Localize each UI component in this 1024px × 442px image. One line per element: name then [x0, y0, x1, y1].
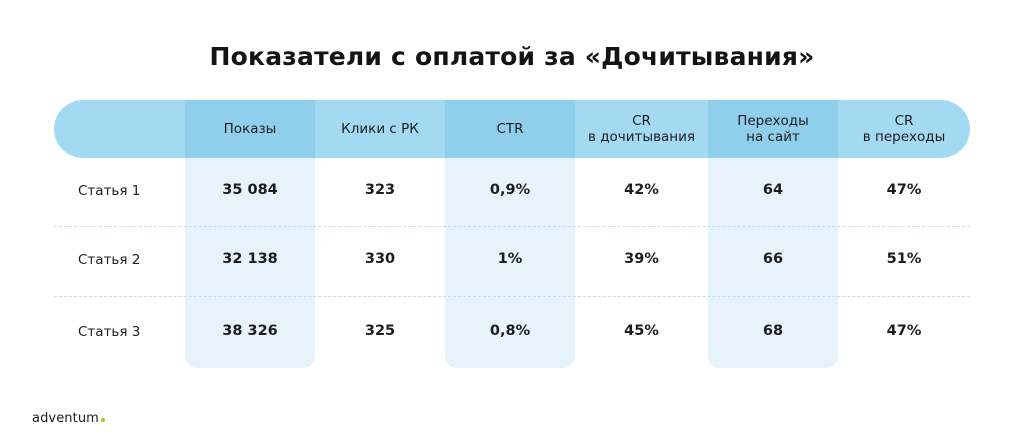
table-cell: 330	[364, 251, 396, 267]
logo-dot-icon	[100, 418, 105, 422]
table-cell: 35 084	[222, 182, 278, 198]
table-cell: 45%	[624, 323, 659, 339]
table-cell: 39%	[624, 251, 659, 267]
table-cell: 1%	[497, 251, 523, 267]
row-divider	[54, 296, 970, 297]
table-cell: 0,8%	[489, 323, 531, 339]
table-cell: 325	[364, 323, 396, 339]
header-shows: Показы	[185, 100, 315, 158]
table-cell: 47%	[886, 323, 922, 339]
page-title: Показатели с оплатой за «Дочитывания»	[209, 42, 815, 71]
table-cell: 66	[762, 251, 784, 267]
header-clicks: Клики с РК	[341, 121, 419, 137]
table-cell: 47%	[886, 182, 922, 198]
row-divider	[54, 226, 970, 227]
table-cell: 64	[762, 182, 784, 198]
row-label: Статья 3	[78, 324, 141, 340]
table-cell: 32 138	[222, 251, 278, 267]
table-cell: 323	[364, 182, 396, 198]
header-cr-visits: CR в переходы	[862, 113, 946, 145]
header-site-visits: Переходы на сайт	[708, 100, 838, 158]
table-cell: 0,9%	[489, 182, 531, 198]
header-cr-reads: CR в дочитывания	[587, 113, 696, 145]
logo-text: adventum	[32, 411, 99, 426]
brand-logo: adventum	[32, 411, 105, 426]
row-label: Статья 1	[78, 183, 141, 199]
header-ctr: CTR	[445, 100, 575, 158]
table-cell: 38 326	[222, 323, 278, 339]
table-cell: 68	[762, 323, 784, 339]
table-cell: 51%	[886, 251, 922, 267]
table-cell: 42%	[624, 182, 659, 198]
row-label: Статья 2	[78, 252, 141, 268]
